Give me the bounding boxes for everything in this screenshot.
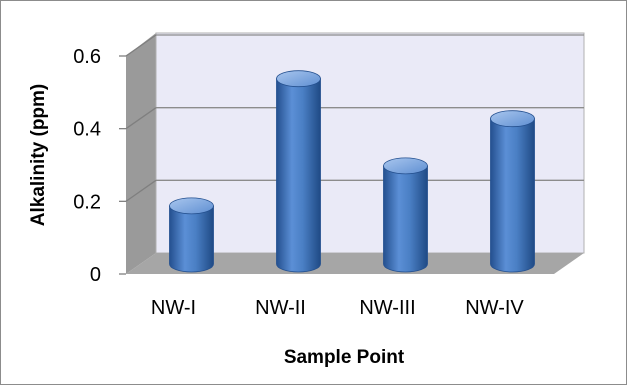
y-axis-title: Alkalinity (ppm) bbox=[28, 84, 49, 227]
y-tick-label: 0 bbox=[90, 264, 101, 286]
bar-top bbox=[383, 157, 428, 175]
x-tick-label: NW-IV bbox=[465, 297, 524, 319]
x-tick-label: NW-II bbox=[255, 297, 306, 319]
bar-nw-i bbox=[169, 197, 214, 273]
bar-top bbox=[490, 110, 535, 128]
y-tick-label: 0.4 bbox=[73, 119, 101, 141]
bar-body bbox=[383, 165, 428, 273]
bar-nw-ii bbox=[276, 70, 321, 273]
floor bbox=[126, 253, 584, 274]
bar-body bbox=[276, 78, 321, 273]
x-axis-title: Sample Point bbox=[284, 347, 405, 368]
x-tick-labels: NW-I NW-II NW-III NW-IV bbox=[151, 297, 525, 319]
x-tick-label: NW-III bbox=[359, 297, 415, 319]
y-tick-labels: 0 0.2 0.4 0.6 bbox=[73, 46, 101, 286]
bar-body bbox=[169, 205, 214, 273]
bar-nw-iv bbox=[490, 110, 535, 273]
bars bbox=[169, 70, 535, 273]
gridline-side bbox=[125, 107, 157, 130]
bar-top bbox=[169, 197, 214, 215]
y-tick-label: 0.2 bbox=[73, 191, 101, 213]
y-tick-label: 0.6 bbox=[73, 46, 101, 68]
x-tick-label: NW-I bbox=[151, 297, 196, 319]
gridline-side bbox=[125, 34, 157, 57]
tick-marks bbox=[119, 55, 126, 275]
bar-top bbox=[276, 70, 321, 88]
bar-nw-iii bbox=[383, 157, 428, 273]
gridline-side bbox=[125, 179, 157, 202]
side-wall bbox=[126, 33, 156, 274]
bar-body bbox=[490, 118, 535, 273]
